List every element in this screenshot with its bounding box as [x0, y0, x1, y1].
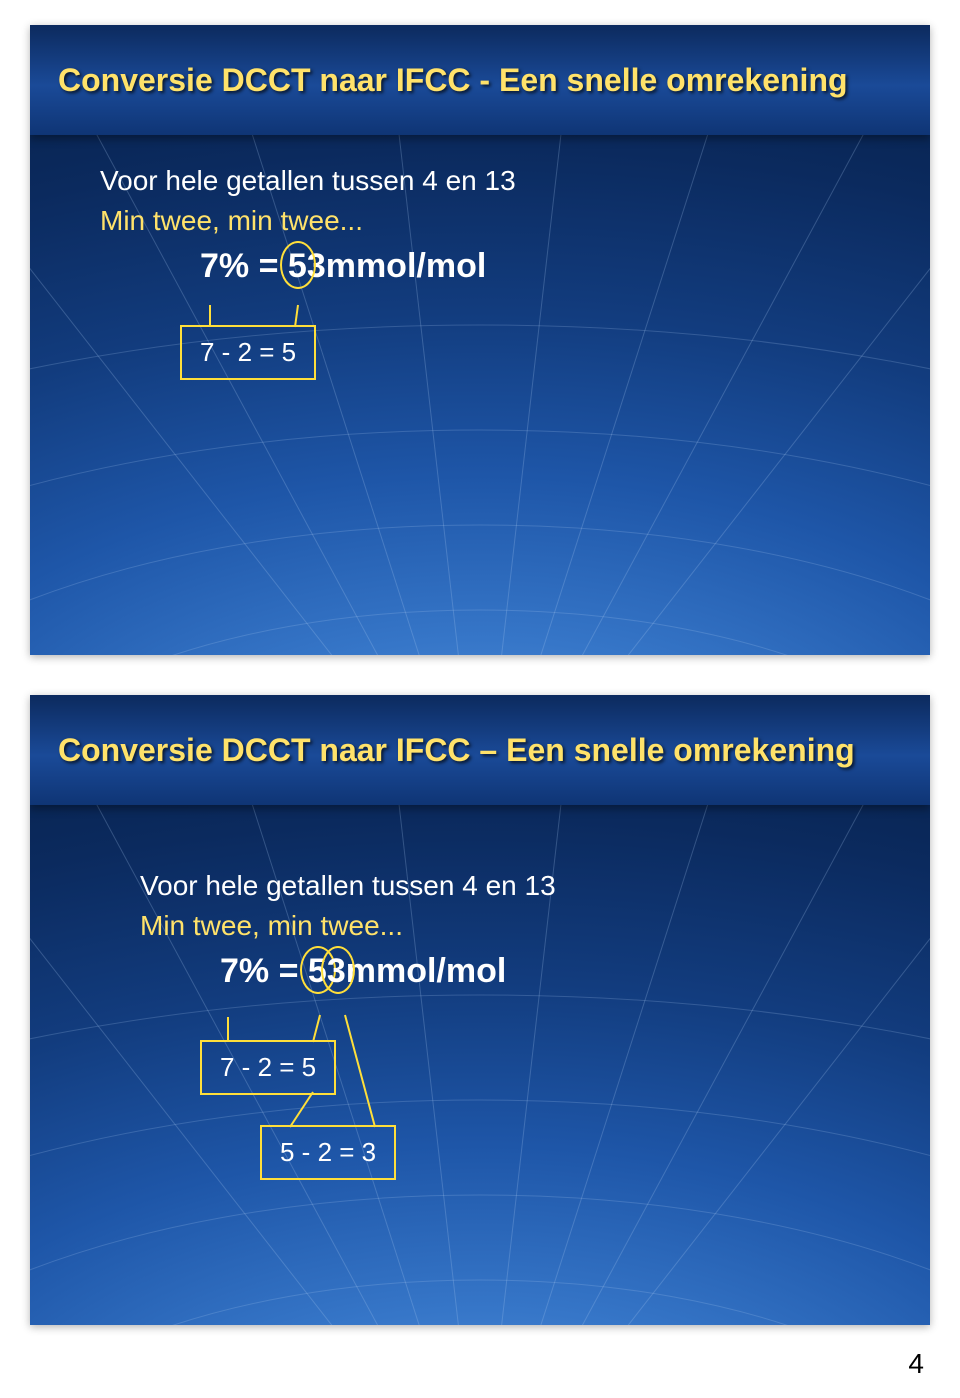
slide1-line-range: Voor hele getallen tussen 4 en 13 [100, 165, 890, 197]
slide1-formula: 7% = 53mmol/mol [200, 247, 890, 286]
slide2-calc-box-2: 5 - 2 = 3 [260, 1125, 396, 1180]
formula-circled-3: 3 [327, 952, 346, 991]
slide2-line-range: Voor hele getallen tussen 4 en 13 [140, 870, 890, 902]
formula-circled-5: 5 [308, 952, 327, 991]
slide1-calc-box-1: 7 - 2 = 5 [180, 325, 316, 380]
slide2-calc-box-1: 7 - 2 = 5 [200, 1040, 336, 1095]
slide-1: Conversie DCCT naar IFCC - Een snelle om… [30, 25, 930, 655]
formula-left: 7% = [220, 952, 308, 990]
slide-2: Conversie DCCT naar IFCC – Een snelle om… [30, 695, 930, 1325]
slide2-line-mnemonic: Min twee, min twee... [140, 910, 890, 942]
title-band: Conversie DCCT naar IFCC – Een snelle om… [30, 695, 930, 805]
slide2-body: Voor hele getallen tussen 4 en 13 Min tw… [140, 870, 890, 991]
slide1-title: Conversie DCCT naar IFCC - Een snelle om… [58, 62, 848, 99]
formula-right: 3mmol/mol [307, 247, 486, 285]
slide1-line-mnemonic: Min twee, min twee... [100, 205, 890, 237]
formula-right: mmol/mol [346, 952, 507, 990]
formula-left: 7% = [200, 247, 288, 285]
formula-circled-5: 5 [288, 247, 307, 286]
slide2-formula: 7% = 53mmol/mol [220, 952, 890, 991]
title-band: Conversie DCCT naar IFCC - Een snelle om… [30, 25, 930, 135]
slide1-body: Voor hele getallen tussen 4 en 13 Min tw… [100, 165, 890, 286]
page: Conversie DCCT naar IFCC - Een snelle om… [0, 0, 960, 1398]
slide2-title: Conversie DCCT naar IFCC – Een snelle om… [58, 732, 855, 769]
page-number: 4 [908, 1348, 924, 1380]
